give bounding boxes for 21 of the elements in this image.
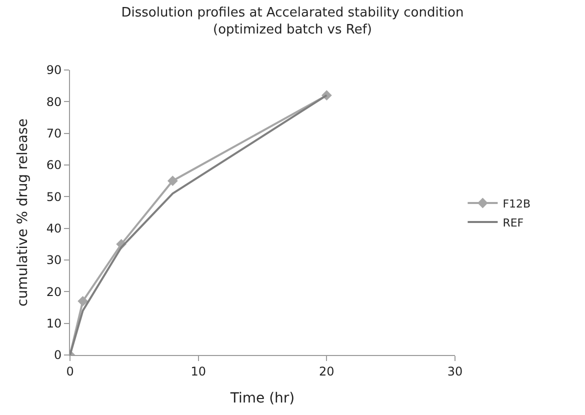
y-tick-label: 50 [46,190,62,204]
chart-title: Dissolution profiles at Accelarated stability condition (optimized batch vs Ref) [121,6,464,38]
x-tick-label: 10 [190,364,206,378]
y-tick-label: 90 [46,63,62,78]
point [78,296,88,306]
point [167,176,178,186]
x-tick-label: 20 [319,364,334,378]
y-tick-label: 70 [46,126,62,141]
legend-label: REF [502,216,524,230]
y-tick-label: 20 [46,284,62,299]
legend-label: F12B [502,197,531,210]
y-tick-label: 60 [46,158,62,172]
y-tick-label: 40 [46,222,62,236]
x-axis-title: Time (hr) [229,390,295,407]
x-tick-label: 30 [447,364,463,378]
y-tick-label: 80 [46,94,62,109]
y-axis-title: cumulative % drug release [14,118,31,306]
y-tick-label: 30 [46,253,62,268]
y-tick-label: 0 [54,348,62,362]
x-tick-label: 0 [66,364,74,378]
y-tick-label: 10 [46,316,62,331]
